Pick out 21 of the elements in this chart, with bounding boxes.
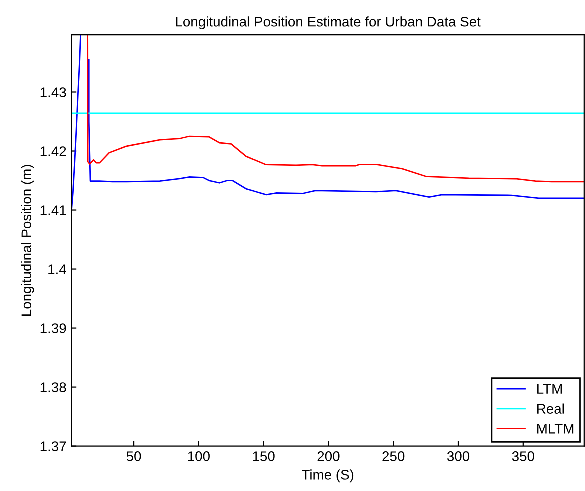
x-axis-title: Time (S) [302,470,354,483]
x-tick-label: 350 [512,452,534,462]
y-tick-label: 1.43 [40,88,66,98]
y-tick-label: 1.4 [48,264,66,274]
legend-label: MLTM [538,424,574,434]
line-series [87,35,584,183]
x-tick-label: 300 [447,452,470,462]
x-tick-label: 100 [188,452,210,462]
y-axis-title: Longitudinal Position (m) [21,165,34,316]
x-tick-label: 250 [382,452,405,462]
x-tick-label: 200 [318,452,340,462]
y-tick-label: 1.38 [40,382,66,392]
y-tick-label: 1.37 [40,442,66,452]
y-tick-label: 1.41 [40,206,66,216]
y-tick-label: 1.42 [40,146,66,156]
y-tick-label: 1.39 [40,324,66,334]
legend-label: Real [538,404,564,414]
x-tick-label: 150 [253,452,275,462]
legend-label: LTM [538,384,562,394]
x-tick-label: 50 [126,452,142,462]
chart-title: Longitudinal Position Estimate for Urban Data Set [176,16,481,30]
